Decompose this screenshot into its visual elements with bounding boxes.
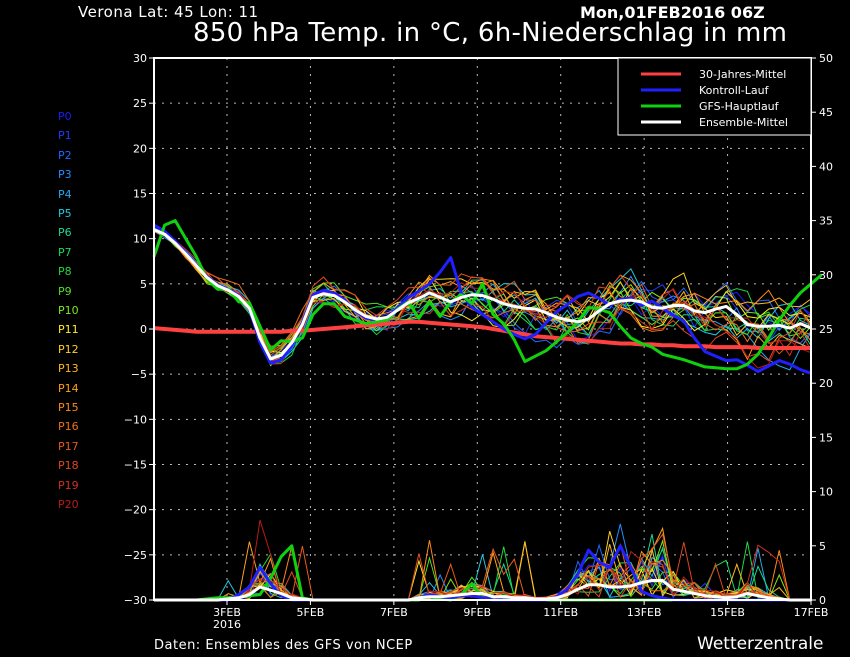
y-right-tick-label: 25 bbox=[819, 323, 833, 336]
member-label-p3: P3 bbox=[58, 168, 72, 182]
run-datetime: Mon,01FEB2016 06Z bbox=[580, 3, 765, 22]
y-right-tick-label: 50 bbox=[819, 52, 833, 65]
series-gfs-hauptlauf bbox=[152, 219, 823, 371]
data-source: Daten: Ensembles des GFS von NCEP bbox=[154, 638, 413, 653]
y-left-tick-label: 25 bbox=[133, 97, 147, 110]
series-precip-ensemble-mittel bbox=[154, 579, 811, 602]
axes: 302520151050−5−10−15−20−25−3050454035302… bbox=[124, 52, 833, 631]
member-label-p17: P17 bbox=[58, 439, 79, 453]
member-label-p2: P2 bbox=[58, 148, 72, 162]
legend: 30-Jahres-Mittel Kontroll-Lauf GFS-Hauptla… bbox=[617, 57, 812, 136]
y-right-tick-label: 0 bbox=[819, 594, 826, 607]
member-label-p0: P0 bbox=[58, 110, 72, 123]
member-label-p16: P16 bbox=[58, 420, 79, 434]
x-tick-label: 9FEB bbox=[463, 606, 491, 619]
x-tick-label: 5FEB bbox=[297, 606, 325, 619]
y-right-tick-label: 30 bbox=[819, 269, 833, 282]
y-left-tick-label: 0 bbox=[140, 323, 147, 336]
y-right-tick-label: 45 bbox=[819, 106, 833, 119]
member-label-p9: P9 bbox=[58, 284, 72, 298]
y-left-tick-label: −30 bbox=[124, 594, 147, 607]
member-label-p11: P11 bbox=[58, 323, 79, 337]
member-label-p20: P20 bbox=[58, 498, 79, 511]
legend-label: Ensemble-Mittel bbox=[699, 116, 788, 129]
y-left-tick-label: 20 bbox=[133, 142, 147, 155]
member-label-p7: P7 bbox=[58, 245, 72, 259]
member-precip-p20 bbox=[154, 520, 811, 601]
legend-label: GFS-Hauptlauf bbox=[699, 100, 780, 113]
member-label-p5: P5 bbox=[58, 207, 72, 220]
y-right-tick-label: 15 bbox=[819, 431, 833, 444]
member-label-p1: P1 bbox=[58, 129, 72, 143]
member-label-p19: P19 bbox=[58, 478, 79, 492]
member-label-p13: P13 bbox=[58, 362, 79, 376]
legend-label: 30-Jahres-Mittel bbox=[699, 68, 786, 81]
y-right-tick-label: 10 bbox=[819, 486, 833, 499]
member-label-p8: P8 bbox=[58, 265, 72, 279]
member-label-p12: P12 bbox=[58, 342, 79, 356]
station-label: Verona Lat: 45 Lon: 11 bbox=[78, 3, 259, 21]
y-right-tick-label: 5 bbox=[819, 540, 826, 553]
member-label-p14: P14 bbox=[58, 381, 79, 395]
main-series bbox=[152, 219, 823, 602]
y-left-tick-label: −15 bbox=[124, 459, 147, 472]
y-left-tick-label: 10 bbox=[133, 233, 147, 246]
member-label-p18: P18 bbox=[58, 459, 79, 473]
y-right-tick-label: 40 bbox=[819, 160, 833, 173]
series-kontroll-lauf bbox=[153, 223, 812, 375]
y-left-tick-label: −5 bbox=[131, 368, 147, 381]
member-precip-p18 bbox=[154, 542, 811, 601]
member-label-p10: P10 bbox=[58, 304, 79, 317]
y-right-tick-label: 35 bbox=[819, 215, 833, 228]
x-tick-label: 13FEB bbox=[627, 606, 662, 619]
x-tick-label: 3FEB bbox=[213, 606, 241, 619]
y-left-tick-label: 30 bbox=[133, 52, 147, 65]
member-line-p7 bbox=[153, 228, 812, 356]
x-tick-label: 11FEB bbox=[543, 606, 578, 619]
y-right-tick-label: 20 bbox=[819, 377, 833, 390]
chart-title: 850 hPa Temp. in °C, 6h-Niederschlag in … bbox=[193, 18, 788, 48]
y-left-tick-label: −10 bbox=[124, 413, 147, 426]
y-left-tick-label: −25 bbox=[124, 549, 147, 562]
plot-frame bbox=[153, 57, 812, 601]
series-ensemble-mittel bbox=[153, 228, 812, 361]
member-label-p15: P15 bbox=[58, 401, 79, 414]
x-tick-label: 17FEB bbox=[794, 606, 829, 619]
y-left-tick-label: 5 bbox=[140, 278, 147, 291]
y-left-tick-label: −20 bbox=[124, 504, 147, 517]
x-tick-label: 7FEB bbox=[380, 606, 408, 619]
member-label-p4: P4 bbox=[58, 187, 72, 201]
series-30-jahres-mittel bbox=[153, 319, 811, 350]
brand-label: Wetterzentrale bbox=[697, 634, 824, 654]
x-tick-label: 15FEB bbox=[710, 606, 745, 619]
member-label-p6: P6 bbox=[58, 226, 72, 240]
x-tick-sublabel: 2016 bbox=[213, 618, 241, 631]
legend-label: Kontroll-Lauf bbox=[699, 84, 770, 97]
y-left-tick-label: 15 bbox=[133, 188, 147, 201]
